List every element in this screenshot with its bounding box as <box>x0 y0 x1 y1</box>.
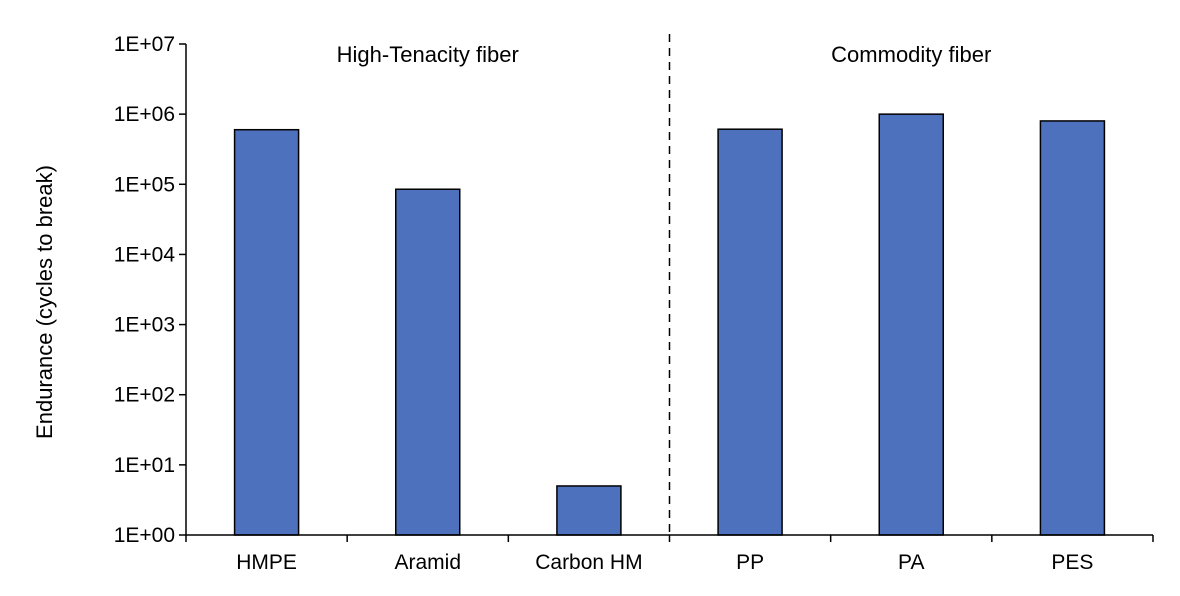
x-tick-label: PES <box>1051 551 1093 574</box>
bar-hmpe <box>233 128 300 536</box>
y-tick-label: 1E+06 <box>114 103 175 126</box>
bar-aramid <box>395 188 461 536</box>
x-tick-label: PP <box>736 551 764 574</box>
bar-pp <box>717 128 783 536</box>
x-tick-label: PA <box>898 551 924 574</box>
y-tick-label: 1E+03 <box>114 314 175 337</box>
y-tick-label: 1E+02 <box>114 384 175 407</box>
bar-carbon-hm <box>556 485 622 536</box>
y-tick-label: 1E+01 <box>114 454 175 477</box>
bar-pes <box>1039 120 1106 536</box>
y-axis-title: Endurance (cycles to break) <box>32 165 57 439</box>
bar-pa <box>878 113 944 536</box>
group-label-1: Commodity fiber <box>831 42 991 67</box>
x-tick-label: Aramid <box>394 551 461 574</box>
y-tick-label: 1E+04 <box>114 243 176 266</box>
x-tick-label: Carbon HM <box>535 551 642 574</box>
plot-area: 1E+00 1E+01 1E+02 1E+03 1E+04 1E+05 1E+06 1E+07… <box>114 33 1154 574</box>
group-label-0: High-Tenacity fiber <box>337 42 519 67</box>
y-tick-label: 1E+05 <box>114 173 175 196</box>
x-tick-label: HMPE <box>236 551 297 574</box>
y-tick-label: 1E+07 <box>114 33 175 56</box>
y-tick-label: 1E+00 <box>114 524 175 547</box>
